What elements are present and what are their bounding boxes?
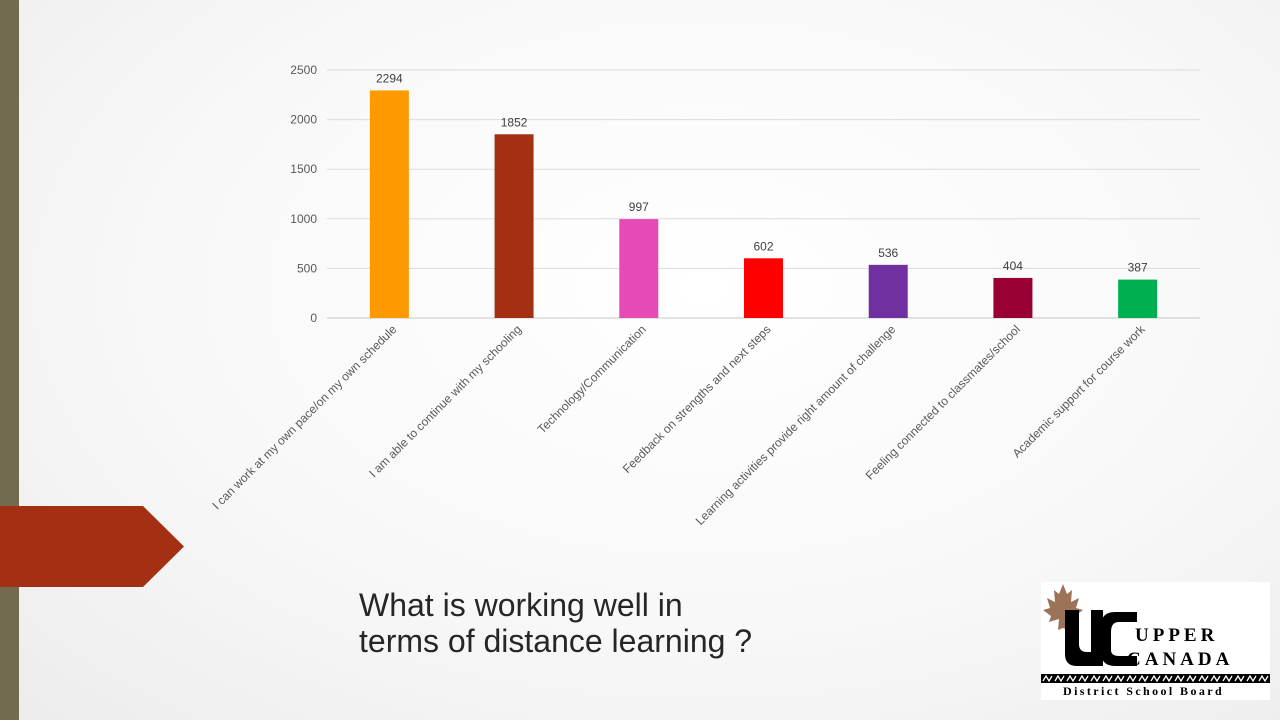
pattern-zigzag — [1162, 674, 1173, 683]
y-tick-label: 1500 — [290, 162, 317, 176]
bar-7 — [1118, 279, 1158, 318]
bar-2 — [494, 134, 534, 318]
pattern-zigzag — [1210, 674, 1221, 683]
y-tick-label: 0 — [310, 311, 317, 325]
pattern-zigzag — [1222, 674, 1233, 683]
x-tick-label: Academic support for course work — [1010, 322, 1149, 461]
pattern-zigzag — [1066, 674, 1077, 683]
y-tick-label: 1000 — [290, 212, 317, 226]
data-label: 404 — [1003, 259, 1023, 273]
x-tick-label: I am able to continue with my schooling — [366, 322, 524, 480]
y-tick-label: 2500 — [290, 63, 317, 77]
data-labels: 2294 1852 997 602 536 404 387 — [376, 71, 1148, 274]
pattern-zigzag — [1138, 674, 1149, 683]
data-label: 2294 — [376, 71, 403, 85]
pattern-zigzag — [1078, 674, 1089, 683]
pattern-zigzag — [1258, 674, 1269, 683]
data-label: 1852 — [501, 115, 528, 129]
data-label: 997 — [629, 200, 649, 214]
bars — [369, 90, 1158, 318]
x-tick-label: I can work at my own pace/on my own sche… — [209, 322, 399, 512]
x-tick-label: Feedback on strengths and next steps — [620, 322, 774, 476]
pattern-zigzag — [1186, 674, 1197, 683]
arrow-decoration — [0, 506, 184, 587]
pattern-zigzag — [1090, 674, 1101, 683]
logo-word-district-school-board: District School Board — [1063, 684, 1225, 698]
y-tick-label: 2000 — [290, 113, 317, 127]
logo-word-canada: CANADA — [1127, 649, 1234, 670]
pattern-zigzag — [1150, 674, 1161, 683]
pattern-zigzag — [1126, 674, 1137, 683]
logo-pattern-band — [1041, 674, 1270, 683]
y-axis-ticks: 0 500 1000 1500 2000 2500 — [290, 63, 317, 325]
caption-line-2: terms of distance learning ? — [359, 623, 753, 659]
data-label: 536 — [878, 246, 898, 260]
bar-4 — [744, 258, 783, 318]
pattern-zigzag — [1054, 674, 1065, 683]
pattern-zigzag — [1198, 674, 1209, 683]
school-board-logo: UPPER CANADA District School Board — [1041, 582, 1270, 700]
y-tick-label: 500 — [297, 261, 317, 275]
logo-word-upper: UPPER — [1135, 625, 1219, 646]
bar-6 — [993, 277, 1033, 318]
caption-line-1: What is working well in — [359, 587, 683, 623]
bar-5 — [868, 264, 908, 318]
data-label: 387 — [1128, 261, 1148, 275]
bar-1 — [369, 90, 409, 318]
pattern-zigzag — [1174, 674, 1185, 683]
logo-mark — [1043, 584, 1137, 666]
data-label: 602 — [753, 239, 773, 253]
pattern-zigzag — [1234, 674, 1245, 683]
slide-caption: What is working well in terms of distanc… — [359, 587, 879, 659]
x-tick-label: Learning activities provide right amount… — [693, 322, 899, 528]
pattern-zigzag — [1114, 674, 1125, 683]
pattern-zigzag — [1246, 674, 1257, 683]
pattern-zigzag — [1102, 674, 1113, 683]
pattern-zigzag — [1042, 674, 1053, 683]
x-axis-labels: I can work at my own pace/on my own sche… — [209, 322, 1148, 528]
bar-3 — [619, 219, 659, 318]
x-tick-label: Feeling connected to classmates/school — [863, 322, 1023, 482]
x-tick-label: Technology/Communication — [535, 322, 649, 436]
